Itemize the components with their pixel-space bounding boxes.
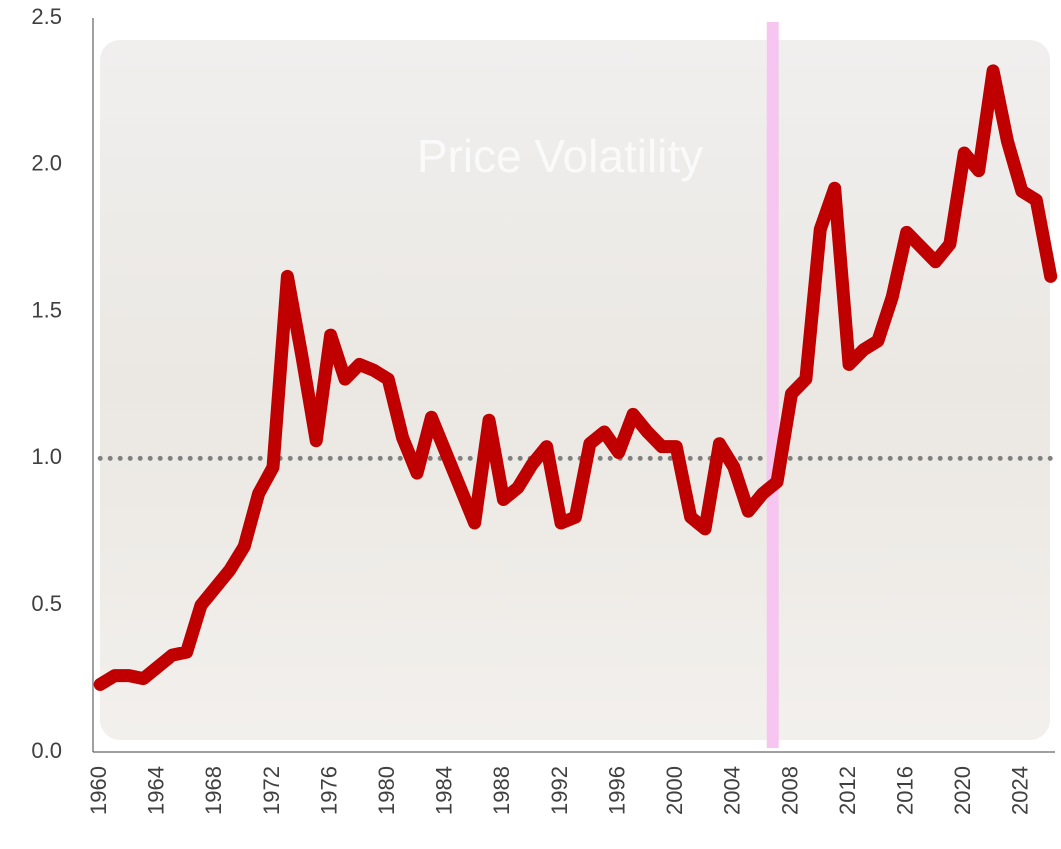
y-tick-label: 2.0 xyxy=(31,151,62,176)
x-tick-label: 1964 xyxy=(144,766,169,815)
y-tick-label: 2.5 xyxy=(31,4,62,29)
x-tick-label: 1988 xyxy=(489,766,514,815)
x-tick-label: 2016 xyxy=(892,766,917,815)
x-tick-label: 2020 xyxy=(950,766,975,815)
x-tick-label: 2024 xyxy=(1008,766,1033,815)
x-tick-label: 2008 xyxy=(777,766,802,815)
x-tick-label: 1980 xyxy=(374,766,399,815)
x-tick-label: 1976 xyxy=(316,766,341,815)
x-tick-label: 1968 xyxy=(201,766,226,815)
x-tick-label: 1984 xyxy=(432,766,457,815)
x-tick-label: 1996 xyxy=(604,766,629,815)
x-tick-label: 1972 xyxy=(259,766,284,815)
x-tick-label: 2000 xyxy=(662,766,687,815)
y-tick-label: 0.5 xyxy=(31,591,62,616)
y-tick-label: 1.0 xyxy=(31,444,62,469)
chart: Price Volatility 0.0 0.5 1.0 1.5 2.0 2.5 1960 1… xyxy=(0,0,1061,844)
y-tick-label: 1.5 xyxy=(31,297,62,322)
x-tick-label: 2004 xyxy=(720,766,745,815)
y-tick-label: 0.0 xyxy=(31,738,62,763)
x-tick-label: 1960 xyxy=(86,766,111,815)
x-tick-label: 1992 xyxy=(547,766,572,815)
page: Price Volatility 0.0 0.5 1.0 1.5 2.0 2.5 1960 1… xyxy=(0,0,1061,844)
watermark: Price Volatility xyxy=(417,130,703,182)
x-tick-label: 2012 xyxy=(835,766,860,815)
